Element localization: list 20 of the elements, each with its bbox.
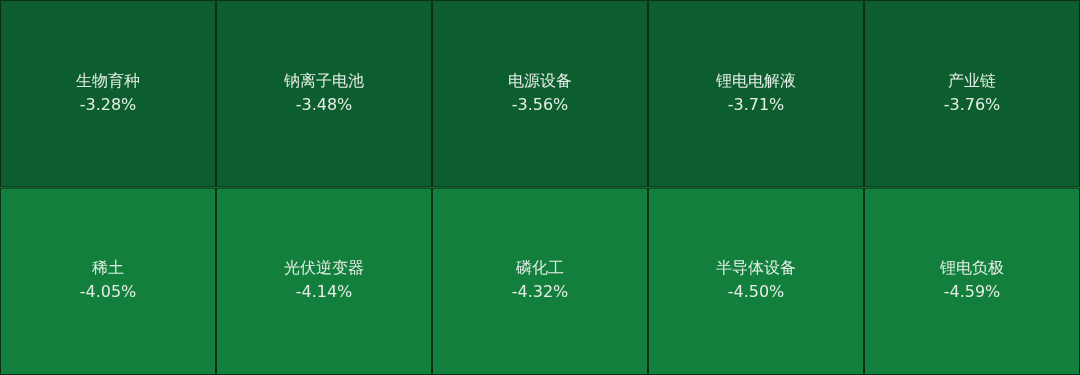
data-label: -3.28%: [79, 94, 137, 114]
data-label: -3.56%: [511, 94, 569, 114]
category-label: 锂电电解液: [715, 70, 796, 90]
category-label: 生物育种: [76, 70, 140, 90]
data-label: -3.76%: [943, 94, 1001, 114]
data-label: -3.71%: [727, 94, 785, 114]
category-label: 钠离子电池: [283, 70, 364, 90]
data-label: -4.14%: [295, 282, 353, 302]
category-label: 产业链: [948, 70, 996, 90]
data-label: -3.48%: [295, 94, 353, 114]
category-label: 电源设备: [508, 70, 572, 90]
category-label: 半导体设备: [716, 258, 796, 278]
data-label: -4.05%: [79, 282, 137, 302]
data-label: -4.50%: [727, 282, 785, 302]
category-label: 磷化工: [515, 258, 564, 278]
data-label: -4.59%: [943, 282, 1001, 302]
data-label: -4.32%: [511, 282, 569, 302]
category-label: 光伏逆变器: [284, 258, 364, 278]
category-label: 锂电负极: [939, 258, 1004, 278]
category-label: 稀土: [92, 258, 124, 278]
